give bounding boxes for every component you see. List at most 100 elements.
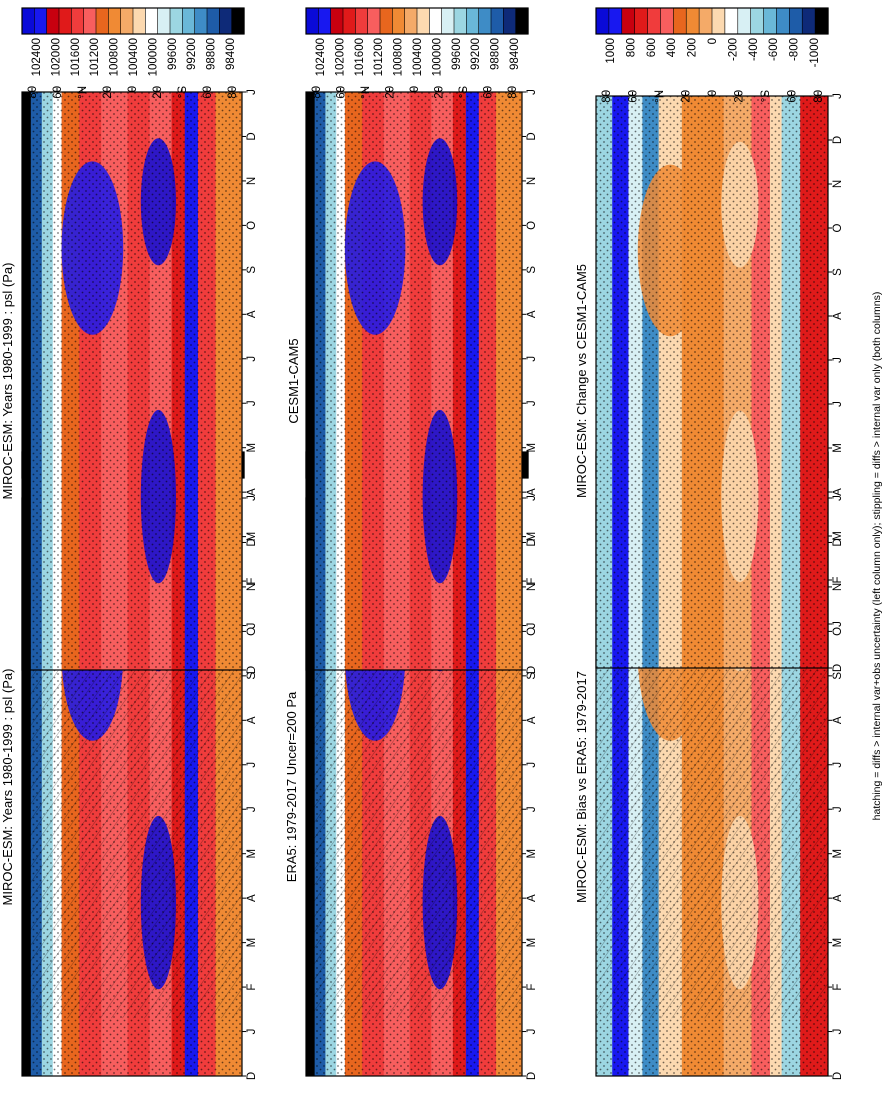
x-tick-label: D [526,1072,538,1080]
x-tick-label: S [832,268,844,276]
x-tick-label: A [832,488,844,496]
colorbar-cell [305,7,319,35]
x-tick-label: J [526,1029,538,1035]
x-tick-label: D [246,538,258,546]
colorbar-cell [145,7,159,35]
colorbar-tick-label: -1000 [809,38,821,67]
colorbar-cell [724,7,739,35]
colorbar-tick-label: 100800 [393,38,405,76]
y-tick-label: °N [654,90,666,103]
colorbar-cell [231,7,245,35]
x-tick-label: J [832,621,844,627]
x-tick-label: O [246,221,258,230]
y-tick-label: 20 [734,90,746,103]
x-tick-label: N [526,583,538,591]
colorbar-cell [194,7,208,35]
x-tick-label: O [832,223,844,232]
x-tick-label: N [832,583,844,591]
colorbar-tick-label: 100400 [412,38,424,76]
x-tick-label: J [832,762,844,768]
colorbar-cell [776,7,790,35]
x-tick-label: J [246,495,258,501]
colorbar-cell [169,7,183,35]
colorbar-tick-label: 102400 [315,38,327,76]
x-tick-label: A [246,310,258,318]
colorbar-cell [83,7,97,35]
x-tick-label: S [246,266,258,274]
x-tick-label: M [832,443,844,453]
x-tick-label: J [832,806,844,812]
colorbar-cell [711,7,726,35]
colorbar-cell [108,7,122,35]
colorbar-cell [789,7,803,35]
colorbar-cell [404,7,418,35]
x-tick-label: D [526,132,538,140]
colorbar-tick-label: -800 [789,38,801,61]
x-tick-label: D [246,132,258,140]
colorbar-cell [441,7,455,35]
colorbar-tick-label: 100800 [109,38,121,76]
y-tick-label: 20 [385,86,397,99]
colorbar-frame [21,7,245,35]
x-tick-label: F [526,984,538,991]
colorbar-cell [182,7,196,35]
y-tick-label: 80 [813,90,825,103]
y-tick-label: 80 [27,86,39,99]
x-tick-label: M [526,938,538,948]
y-tick-label: 60 [483,86,495,99]
stippling-overlay [306,92,522,670]
x-tick-label: F [832,576,844,583]
colorbar-cell [466,7,480,35]
x-tick-label: A [526,310,538,318]
x-tick-label: J [246,1029,258,1035]
colorbar-tick-label: 100000 [147,38,159,76]
x-tick-label: F [832,984,844,991]
x-tick-label: A [832,716,844,724]
colorbar-cell [621,7,636,35]
x-tick-label: S [246,672,258,680]
x-tick-label: O [832,627,844,636]
x-tick-label: J [246,356,258,362]
y-tick-label: 60 [202,86,214,99]
colorbar-tick-label: 100400 [128,38,140,76]
colorbar-tick-label: 101600 [70,38,82,76]
x-tick-label: D [832,538,844,546]
colorbar-tick-label: 98400 [509,38,521,70]
x-tick-label: S [832,672,844,680]
colorbar-cell [416,7,430,35]
colorbar-tick-label: -200 [727,38,739,61]
colorbar-cell [219,7,233,35]
colorbar-tick-label: 102400 [31,38,43,76]
x-tick-label: A [246,716,258,724]
y-tick-label: 80 [227,86,239,99]
x-tick-label: M [246,443,258,453]
x-tick-label: S [526,672,538,680]
colorbar-cell [673,7,687,35]
x-tick-label: N [246,583,258,591]
colorbar-tick-label: 101200 [373,38,385,76]
x-tick-label: J [246,806,258,812]
colorbar-cell [685,7,700,35]
x-tick-label: A [526,716,538,724]
y-tick-label: 20 [434,86,446,99]
colorbar-cell [515,7,529,35]
colorbar-cell [34,7,48,35]
panel-title: MIROC-ESM: Bias vs ERA5: 1979-2017 [574,671,589,903]
colorbar-cell [647,7,662,35]
y-tick-label: °S [177,86,189,99]
y-tick-label: °N [360,86,372,99]
y-tick-label: °S [760,90,772,103]
x-tick-label: D [246,666,258,674]
colorbar-cell [750,7,765,35]
x-tick-label: J [526,400,538,406]
colorbar-cell [660,7,674,35]
colorbar-cell [763,7,778,35]
colorbar-tick-label: 0 [707,38,719,44]
x-tick-label: M [246,532,258,542]
y-tick-label: 20 [102,86,114,99]
x-tick-label: J [246,400,258,406]
x-tick-label: J [832,401,844,407]
x-tick-label: J [526,495,538,501]
